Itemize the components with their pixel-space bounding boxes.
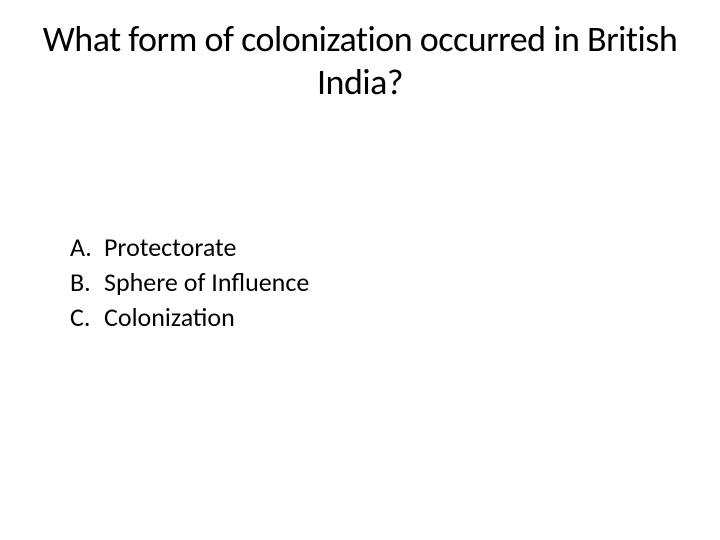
answer-options-list: A. Protectorate B. Sphere of Influence C… [70,230,309,335]
option-c: C. Colonization [70,300,309,335]
option-text: Sphere of Influence [104,265,309,300]
option-marker: A. [70,230,104,265]
option-marker: C. [70,300,104,335]
option-text: Colonization [104,300,235,335]
slide-title: What form of colonization occurred in Br… [0,18,720,104]
option-a: A. Protectorate [70,230,309,265]
option-marker: B. [70,265,104,300]
option-b: B. Sphere of Influence [70,265,309,300]
option-text: Protectorate [104,230,236,265]
